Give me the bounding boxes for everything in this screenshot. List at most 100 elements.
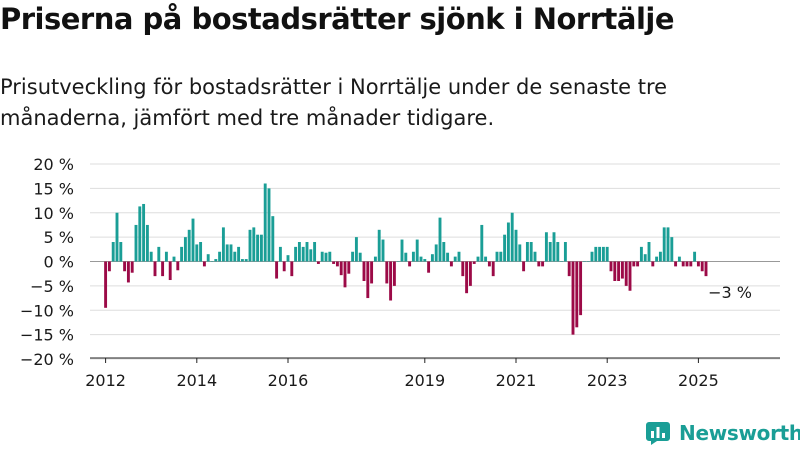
bar — [548, 242, 552, 262]
bar — [172, 256, 176, 262]
bar — [339, 261, 343, 276]
bar — [164, 251, 168, 262]
bar — [449, 261, 453, 267]
bar — [316, 261, 320, 264]
bar — [419, 256, 423, 262]
bar — [499, 251, 503, 262]
bar — [567, 261, 571, 277]
bar — [655, 256, 659, 262]
bar — [442, 242, 446, 262]
bar — [430, 254, 434, 262]
bar — [286, 255, 290, 262]
bar — [176, 261, 180, 271]
bar — [381, 239, 385, 262]
y-axis-tick-labels: 20 % 15 % 10 % 5 % 0 % −5 % −10 % −15 % −20 % — [20, 155, 74, 369]
bar — [472, 261, 476, 264]
bar — [681, 261, 685, 267]
bar — [324, 252, 328, 262]
bar — [685, 261, 689, 267]
bar — [620, 261, 624, 279]
bar — [104, 261, 108, 308]
bar — [366, 261, 370, 299]
y-tick-label: −5 % — [30, 277, 74, 296]
bar — [282, 261, 286, 272]
bar — [145, 224, 149, 262]
bar — [233, 251, 237, 262]
bar — [468, 261, 472, 286]
bar — [624, 261, 628, 286]
bar — [149, 251, 153, 262]
bar — [320, 251, 324, 262]
bar — [601, 246, 605, 262]
bar — [221, 227, 225, 262]
bar — [206, 254, 210, 262]
bar — [696, 261, 700, 267]
bar — [351, 251, 355, 262]
bar — [423, 259, 427, 262]
bar — [415, 239, 419, 262]
bar — [400, 239, 404, 262]
bar — [244, 259, 248, 262]
bar — [271, 216, 275, 262]
bar — [677, 256, 681, 262]
bar — [639, 246, 643, 262]
bar — [248, 229, 252, 262]
bar — [575, 261, 579, 328]
bar — [632, 261, 636, 267]
bar — [704, 261, 708, 277]
brand-name: Newsworthy — [679, 421, 800, 445]
bar — [214, 259, 218, 262]
bar — [529, 242, 533, 262]
bar — [290, 261, 294, 277]
bar — [126, 261, 130, 283]
bar — [434, 244, 438, 262]
bar — [142, 203, 146, 262]
bar — [305, 242, 309, 262]
bar — [579, 261, 583, 316]
bar — [427, 261, 431, 273]
bar — [370, 261, 374, 284]
bar — [514, 229, 518, 262]
bar — [278, 246, 282, 262]
bar — [404, 252, 408, 262]
bar — [628, 261, 632, 291]
bar — [389, 261, 393, 301]
bar — [199, 242, 203, 262]
y-tick-label: −20 % — [20, 350, 74, 369]
bar — [259, 234, 263, 262]
bar — [119, 242, 123, 262]
bar — [453, 256, 457, 262]
bar — [476, 256, 480, 262]
bar — [237, 246, 241, 262]
y-tick-label: 10 % — [33, 204, 74, 223]
bar — [609, 261, 613, 272]
bar — [294, 246, 298, 262]
bar — [396, 261, 400, 262]
x-tick-label: 2023 — [587, 371, 628, 390]
bar — [385, 261, 389, 284]
bar — [658, 251, 662, 262]
bar — [392, 261, 396, 286]
y-tick-label: −15 % — [20, 326, 74, 345]
bar — [275, 261, 279, 279]
x-tick-label: 2025 — [678, 371, 719, 390]
bar — [487, 261, 491, 267]
bar — [446, 252, 450, 262]
bar — [202, 261, 206, 267]
bar — [465, 261, 469, 294]
bar — [651, 261, 655, 267]
bar — [157, 246, 161, 262]
x-tick-label: 2019 — [404, 371, 445, 390]
y-tick-label: 20 % — [33, 155, 74, 174]
bar — [563, 242, 567, 262]
bar — [457, 251, 461, 262]
bar — [313, 242, 317, 262]
bar — [263, 183, 267, 262]
chart-subtitle: Prisutveckling för bostadsrätter i Norrt… — [0, 75, 668, 130]
bar — [111, 242, 115, 262]
bar — [590, 251, 594, 262]
bar — [183, 237, 187, 262]
bar — [605, 246, 609, 262]
x-tick-label: 2016 — [268, 371, 309, 390]
bar — [689, 261, 693, 267]
